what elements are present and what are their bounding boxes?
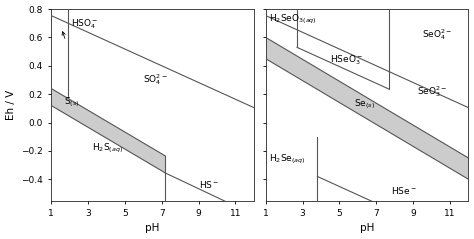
X-axis label: pH: pH (360, 223, 374, 234)
Text: SeO$_4^{2-}$: SeO$_4^{2-}$ (422, 27, 453, 42)
X-axis label: pH: pH (146, 223, 160, 234)
Text: H$_2$Se$_{(aq)}$: H$_2$Se$_{(aq)}$ (269, 153, 306, 166)
Text: HS$^-$: HS$^-$ (199, 179, 219, 190)
Text: H$_2$S$_{(aq)}$: H$_2$S$_{(aq)}$ (92, 142, 123, 155)
Text: HSeO$_3^-$: HSeO$_3^-$ (330, 53, 363, 67)
Text: HSe$^-$: HSe$^-$ (391, 185, 417, 196)
Polygon shape (51, 88, 165, 173)
Y-axis label: Eh / V: Eh / V (6, 90, 16, 120)
Text: Se$_{(s)}$: Se$_{(s)}$ (354, 97, 375, 111)
Text: HSO$_4^-$: HSO$_4^-$ (72, 18, 99, 31)
Text: SO$_4^{2-}$: SO$_4^{2-}$ (143, 72, 168, 87)
Text: S$_{(s)}$: S$_{(s)}$ (64, 95, 80, 109)
Text: H$_2$SeO$_{3(aq)}$: H$_2$SeO$_{3(aq)}$ (269, 12, 317, 26)
Text: SeO$_3^{2-}$: SeO$_3^{2-}$ (417, 84, 447, 99)
Polygon shape (266, 38, 468, 179)
